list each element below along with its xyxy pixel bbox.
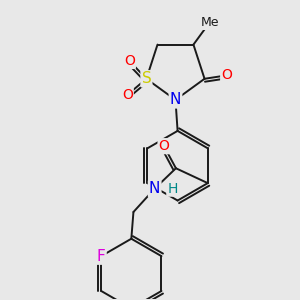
- Text: O: O: [122, 88, 133, 102]
- Text: Me: Me: [200, 16, 219, 29]
- Text: N: N: [170, 92, 181, 107]
- Text: N: N: [149, 181, 160, 196]
- Text: O: O: [221, 68, 232, 83]
- Text: O: O: [124, 54, 135, 68]
- Text: S: S: [142, 71, 151, 86]
- Text: F: F: [97, 249, 106, 264]
- Text: H: H: [167, 182, 178, 196]
- Text: O: O: [159, 139, 170, 153]
